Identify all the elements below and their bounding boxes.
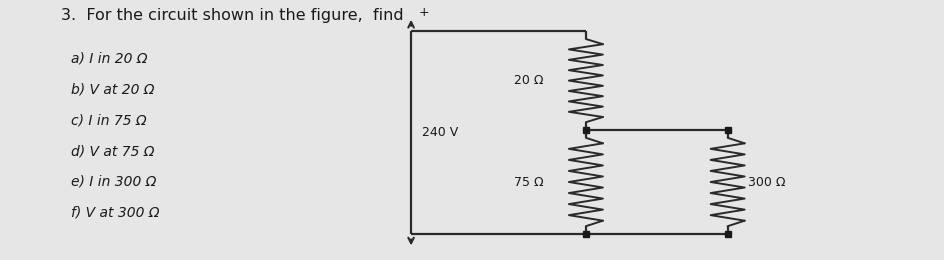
Text: b) V at 20 Ω: b) V at 20 Ω: [71, 83, 154, 97]
Text: d) V at 75 Ω: d) V at 75 Ω: [71, 144, 154, 158]
Text: 240 V: 240 V: [422, 126, 458, 139]
Text: a) I in 20 Ω: a) I in 20 Ω: [71, 52, 147, 66]
Text: 20 Ω: 20 Ω: [514, 74, 543, 87]
Text: +: +: [418, 6, 429, 20]
Text: 3.  For the circuit shown in the figure,  find: 3. For the circuit shown in the figure, …: [61, 8, 404, 23]
Text: 300 Ω: 300 Ω: [748, 176, 785, 188]
Text: e) I in 300 Ω: e) I in 300 Ω: [71, 175, 156, 189]
Text: c) I in 75 Ω: c) I in 75 Ω: [71, 113, 146, 127]
Text: 75 Ω: 75 Ω: [514, 176, 543, 188]
Text: f) V at 300 Ω: f) V at 300 Ω: [71, 205, 160, 219]
